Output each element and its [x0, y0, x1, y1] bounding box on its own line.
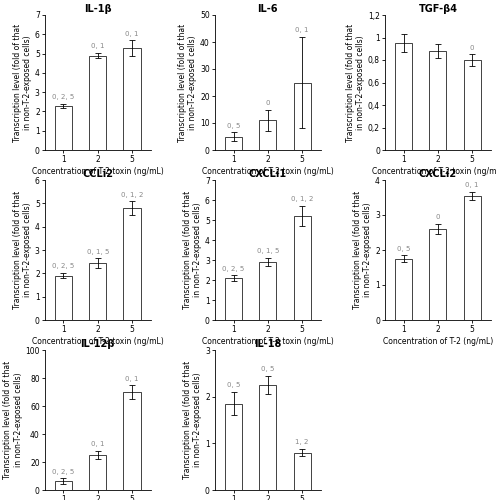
Title: CXCLi1: CXCLi1 [249, 169, 287, 179]
X-axis label: Concentration of T-2 toxin (ng/mL): Concentration of T-2 toxin (ng/mL) [372, 166, 496, 175]
Text: 0, 5: 0, 5 [261, 366, 274, 372]
Text: 0, 1: 0, 1 [91, 43, 105, 49]
Text: 0, 5: 0, 5 [227, 123, 240, 129]
Text: 0, 1, 5: 0, 1, 5 [256, 248, 279, 254]
Text: 0, 2, 5: 0, 2, 5 [53, 264, 74, 270]
Title: CCLi2: CCLi2 [82, 169, 113, 179]
Title: TGF-β4: TGF-β4 [419, 4, 457, 14]
Bar [225, 136, 242, 150]
Title: IL-18: IL-18 [254, 339, 282, 349]
Text: 0: 0 [470, 45, 475, 51]
Bar [294, 452, 310, 490]
Y-axis label: Transcription level (fold of that
in non-T-2-exposed cells): Transcription level (fold of that in non… [353, 191, 372, 309]
Text: 0, 2, 5: 0, 2, 5 [53, 94, 74, 100]
Bar [464, 196, 481, 320]
Text: 0: 0 [265, 100, 270, 106]
Text: 0, 1, 2: 0, 1, 2 [291, 196, 313, 202]
Bar [225, 404, 242, 490]
Text: 0, 1, 2: 0, 1, 2 [121, 192, 143, 198]
Bar [395, 43, 412, 150]
Bar [259, 262, 276, 320]
Bar [89, 56, 106, 150]
Text: 0, 1: 0, 1 [296, 27, 309, 33]
Text: 0, 2, 5: 0, 2, 5 [53, 468, 74, 474]
Bar [124, 48, 141, 150]
Bar [89, 455, 106, 490]
Bar [294, 82, 310, 150]
Text: 0, 1: 0, 1 [91, 442, 105, 448]
Bar [259, 385, 276, 490]
Bar [464, 60, 481, 150]
Text: 0, 1: 0, 1 [125, 30, 139, 36]
Text: 0, 5: 0, 5 [397, 246, 410, 252]
X-axis label: Concentration of T-2 toxin (ng/mL): Concentration of T-2 toxin (ng/mL) [32, 336, 164, 345]
Y-axis label: Transcription level (fold of that
in non-T-2-exposed cells): Transcription level (fold of that in non… [3, 361, 22, 479]
Bar [395, 259, 412, 320]
X-axis label: Concentration of T-2 toxin (ng/mL): Concentration of T-2 toxin (ng/mL) [202, 336, 334, 345]
Title: IL-6: IL-6 [257, 4, 278, 14]
Text: 0, 1: 0, 1 [465, 182, 479, 188]
Y-axis label: Transcription level (fold of that
in non-T-2-exposed cells): Transcription level (fold of that in non… [13, 24, 32, 142]
Bar [430, 51, 446, 150]
Bar [259, 120, 276, 150]
Y-axis label: Transcription level (fold of that
in non-T-2-exposed cells): Transcription level (fold of that in non… [183, 361, 202, 479]
Text: 0, 5: 0, 5 [227, 382, 240, 388]
Bar [124, 392, 141, 490]
Y-axis label: Transcription level (fold of that
in non-T-2-exposed cells): Transcription level (fold of that in non… [183, 191, 202, 309]
Bar [124, 208, 141, 320]
X-axis label: Concentration of T-2 (ng/mL): Concentration of T-2 (ng/mL) [383, 336, 493, 345]
Bar [89, 263, 106, 320]
Bar [55, 106, 72, 150]
Bar [294, 216, 310, 320]
Y-axis label: Transcription level (fold of that
in non-T-2-exposed cells): Transcription level (fold of that in non… [346, 24, 365, 142]
Text: 0, 1: 0, 1 [125, 376, 139, 382]
X-axis label: Concentration of T-2 toxin (ng/mL): Concentration of T-2 toxin (ng/mL) [32, 166, 164, 175]
Title: IL-12β: IL-12β [80, 339, 115, 349]
Title: IL-1β: IL-1β [84, 4, 112, 14]
X-axis label: Concentration of T-2 toxin (ng/mL): Concentration of T-2 toxin (ng/mL) [202, 166, 334, 175]
Bar [225, 278, 242, 320]
Text: 1, 2: 1, 2 [296, 440, 309, 446]
Title: CXCLi2: CXCLi2 [419, 169, 457, 179]
Bar [55, 481, 72, 490]
Text: 0, 2, 5: 0, 2, 5 [222, 266, 245, 272]
Y-axis label: Transcription level (fold of that
in non-T-2-exposed cells): Transcription level (fold of that in non… [178, 24, 197, 142]
Y-axis label: Transcription level (fold of that
in non-T-2-exposed cells): Transcription level (fold of that in non… [13, 191, 32, 309]
Bar [55, 276, 72, 320]
Bar [430, 229, 446, 320]
Text: 0, 1, 5: 0, 1, 5 [87, 248, 109, 254]
Text: 0: 0 [435, 214, 440, 220]
